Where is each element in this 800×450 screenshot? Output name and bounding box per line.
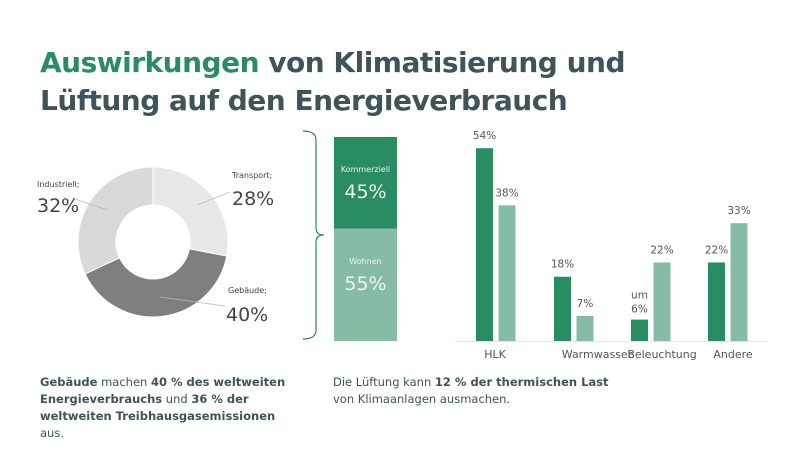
category-label: Warmwasser — [562, 348, 633, 361]
bar-value-label: 22% — [705, 244, 728, 256]
caption-part: 40 % des weltweiten Energieverbrauchs — [40, 375, 286, 406]
slice-label: Industriell; — [37, 180, 79, 189]
stacked-segment — [334, 137, 397, 229]
bracket — [302, 130, 325, 340]
bar — [653, 262, 671, 341]
title-line2: Lüftung auf den Energieverbrauch — [40, 84, 568, 117]
donut-slice — [152, 166, 229, 257]
bar-value-label: 7% — [577, 298, 594, 310]
caption-part: von Klimaanlagen ausmachen. — [333, 392, 511, 406]
category-label: HLK — [484, 348, 506, 361]
bar — [476, 148, 493, 341]
segment-label: Wohnen — [349, 257, 381, 266]
caption-part: aus. — [40, 426, 64, 440]
caption-part: Gebäude — [40, 375, 98, 389]
slice-label: Gebäude; — [228, 286, 267, 295]
segment-value: 45% — [344, 181, 386, 203]
caption-left: Gebäude machen 40 % des weltweiten Energ… — [40, 374, 300, 442]
bar-value-label: um 6% — [631, 290, 648, 316]
stacked-segment — [334, 228, 397, 341]
segment-value: 55% — [344, 273, 386, 295]
caption-right: Die Lüftung kann 12 % der thermischen La… — [333, 374, 613, 408]
donut-slice — [84, 248, 228, 318]
caption-part: Die Lüftung kann — [333, 375, 435, 389]
caption-part: und — [162, 392, 192, 406]
bar — [576, 316, 594, 341]
slice-value: 28% — [232, 188, 274, 210]
bar-value-label: 38% — [495, 187, 518, 199]
leader-line — [196, 191, 231, 206]
leader-line — [159, 296, 226, 307]
bar-value-label: 33% — [727, 205, 750, 217]
leader-line — [71, 197, 109, 211]
caption-part: machen — [97, 375, 151, 389]
category-label: Beleuchtung — [627, 348, 696, 361]
category-label: Andere — [713, 348, 753, 361]
bar-value-label: 22% — [650, 244, 673, 256]
bar — [498, 205, 516, 341]
caption-part: 12 % der thermischen Last — [434, 375, 609, 389]
donut-slice — [77, 166, 154, 275]
slice-value: 40% — [226, 304, 268, 326]
bar — [554, 276, 571, 341]
bar — [631, 319, 648, 341]
slice-value: 32% — [37, 195, 79, 217]
title-highlight: Auswirkungen — [40, 46, 260, 79]
segment-label: Kommerziell — [341, 165, 390, 174]
caption-part: 36 % der weltweiten Treibhausgasemission… — [40, 392, 276, 423]
page-title: Auswirkungen von Klimatisierung und Lüft… — [40, 44, 626, 120]
slice-label: Transport; — [231, 171, 272, 180]
bar-value-label: 18% — [551, 259, 574, 271]
bar — [708, 262, 725, 341]
bar — [730, 223, 748, 341]
title-line1: von Klimatisierung und — [259, 46, 625, 79]
bar-value-label: 54% — [473, 130, 496, 142]
